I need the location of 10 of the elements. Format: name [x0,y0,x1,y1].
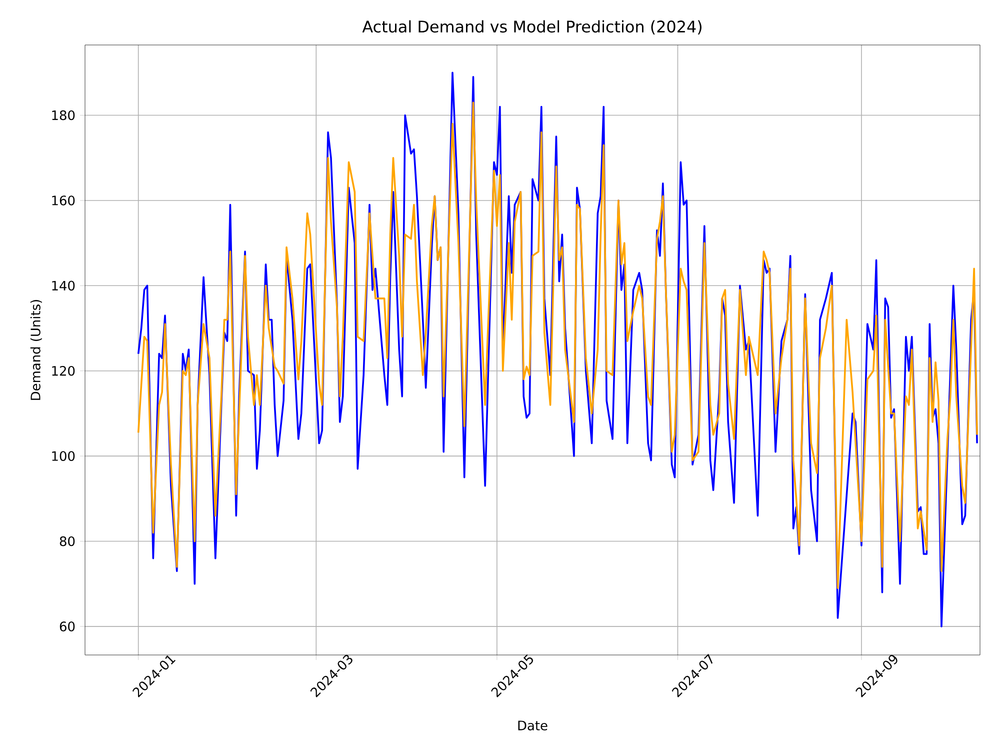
y-tick-label: 100 [52,451,75,461]
y-tick-label: 140 [52,280,75,291]
y-tick-label: 80 [60,536,75,546]
chart-title: Actual Demand vs Model Prediction (2024) [362,20,702,34]
y-tick-label: 180 [52,110,75,120]
y-axis-title: Demand (Units) [30,300,42,400]
y-tick-label: 160 [52,196,75,206]
y-tick-label: 60 [60,622,75,632]
y-tick-label: 120 [52,366,75,376]
x-axis-title: Date [518,720,548,730]
